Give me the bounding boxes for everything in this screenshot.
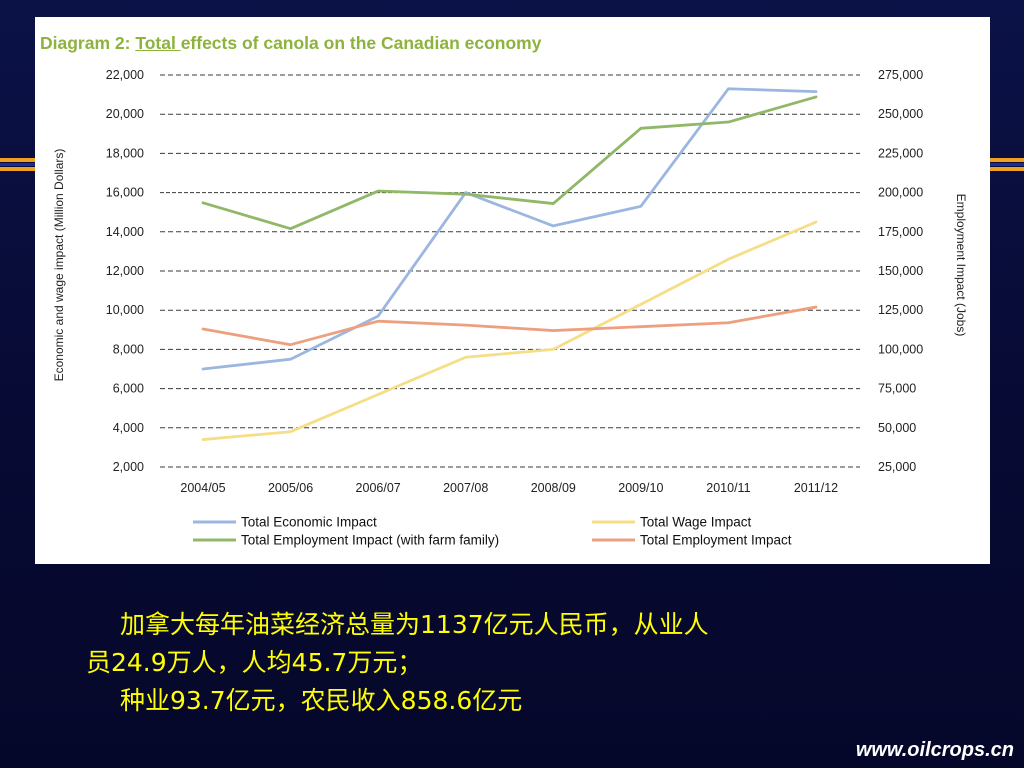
legend-label: Total Employment Impact (with farm famil… — [241, 533, 499, 548]
chart-panel: Diagram 2: Total effects of canola on th… — [35, 17, 990, 564]
y-tick-label: 10,000 — [106, 303, 144, 317]
y2-tick-label: 175,000 — [878, 225, 923, 239]
chart-title-emphasis: Total — [135, 33, 181, 53]
y-tick-label: 14,000 — [106, 225, 144, 239]
series-line-total-employment-impact — [201, 305, 818, 347]
chart-title-rest: effects of canola on the Canadian econom… — [180, 33, 542, 53]
y2-axis-label: Employment Impact (Jobs) — [954, 194, 968, 337]
y2-tick-label: 50,000 — [878, 421, 916, 435]
chart-svg: 22,000 275,000 20,000 250,000 18,000 225,000 1… — [52, 68, 968, 548]
y2-tick-label: 125,000 — [878, 303, 923, 317]
y-tick-label: 4,000 — [113, 421, 144, 435]
y2-tick-label: 250,000 — [878, 107, 923, 121]
y-tick-label: 6,000 — [113, 382, 144, 396]
website-url: www.oilcrops.cn — [855, 739, 1014, 761]
y-tick-label: 16,000 — [106, 186, 144, 200]
x-tick-label: 2004/05 — [180, 481, 225, 495]
y2-tick-label: 200,000 — [878, 186, 923, 200]
y2-tick-label: 275,000 — [878, 68, 923, 82]
caption: 加拿大每年油菜经济总量为1137亿元人民币，从业人 员24.9万人，人均45.7… — [86, 606, 966, 720]
caption-line-3: 种业93.7亿元，农民收入858.6亿元 — [120, 686, 523, 715]
x-tick-label: 2010/11 — [706, 481, 750, 495]
caption-line-1: 加拿大每年油菜经济总量为1137亿元人民币，从业人 — [120, 610, 709, 639]
y2-tick-label: 100,000 — [878, 342, 923, 356]
chart-title-prefix: Diagram 2: — [40, 33, 136, 53]
x-tick-label: 2008/09 — [531, 481, 576, 495]
y2-tick-label: 150,000 — [878, 264, 923, 278]
x-tick-label: 2009/10 — [618, 481, 663, 495]
y-tick-label: 8,000 — [113, 342, 144, 356]
x-tick-label: 2005/06 — [268, 481, 313, 495]
legend-label: Total Wage Impact — [640, 515, 752, 530]
series-line-total-employment-impact-with-farm-family — [201, 95, 818, 231]
caption-line-2: 员24.9万人，人均45.7万元； — [86, 648, 423, 677]
y-tick-label: 12,000 — [106, 264, 144, 278]
y-tick-label: 20,000 — [106, 107, 144, 121]
series-line-total-economic-impact — [201, 87, 818, 371]
y-tick-label: 18,000 — [106, 146, 144, 160]
series-line-total-wage-impact — [201, 220, 818, 441]
y2-tick-label: 75,000 — [878, 382, 916, 396]
legend-label: Total Employment Impact — [640, 533, 792, 548]
x-tick-label: 2006/07 — [356, 481, 401, 495]
y-tick-label: 2,000 — [113, 460, 144, 474]
x-tick-label: 2007/08 — [443, 481, 488, 495]
y-axis-label: Economic and wage impact (Million Dollar… — [52, 149, 66, 382]
y-tick-label: 22,000 — [106, 68, 144, 82]
y2-tick-label: 225,000 — [878, 146, 923, 160]
chart-title: Diagram 2: Total effects of canola on th… — [40, 33, 541, 54]
x-tick-label: 2011/12 — [794, 481, 838, 495]
y2-tick-label: 25,000 — [878, 460, 916, 474]
legend-label: Total Economic Impact — [241, 515, 377, 530]
